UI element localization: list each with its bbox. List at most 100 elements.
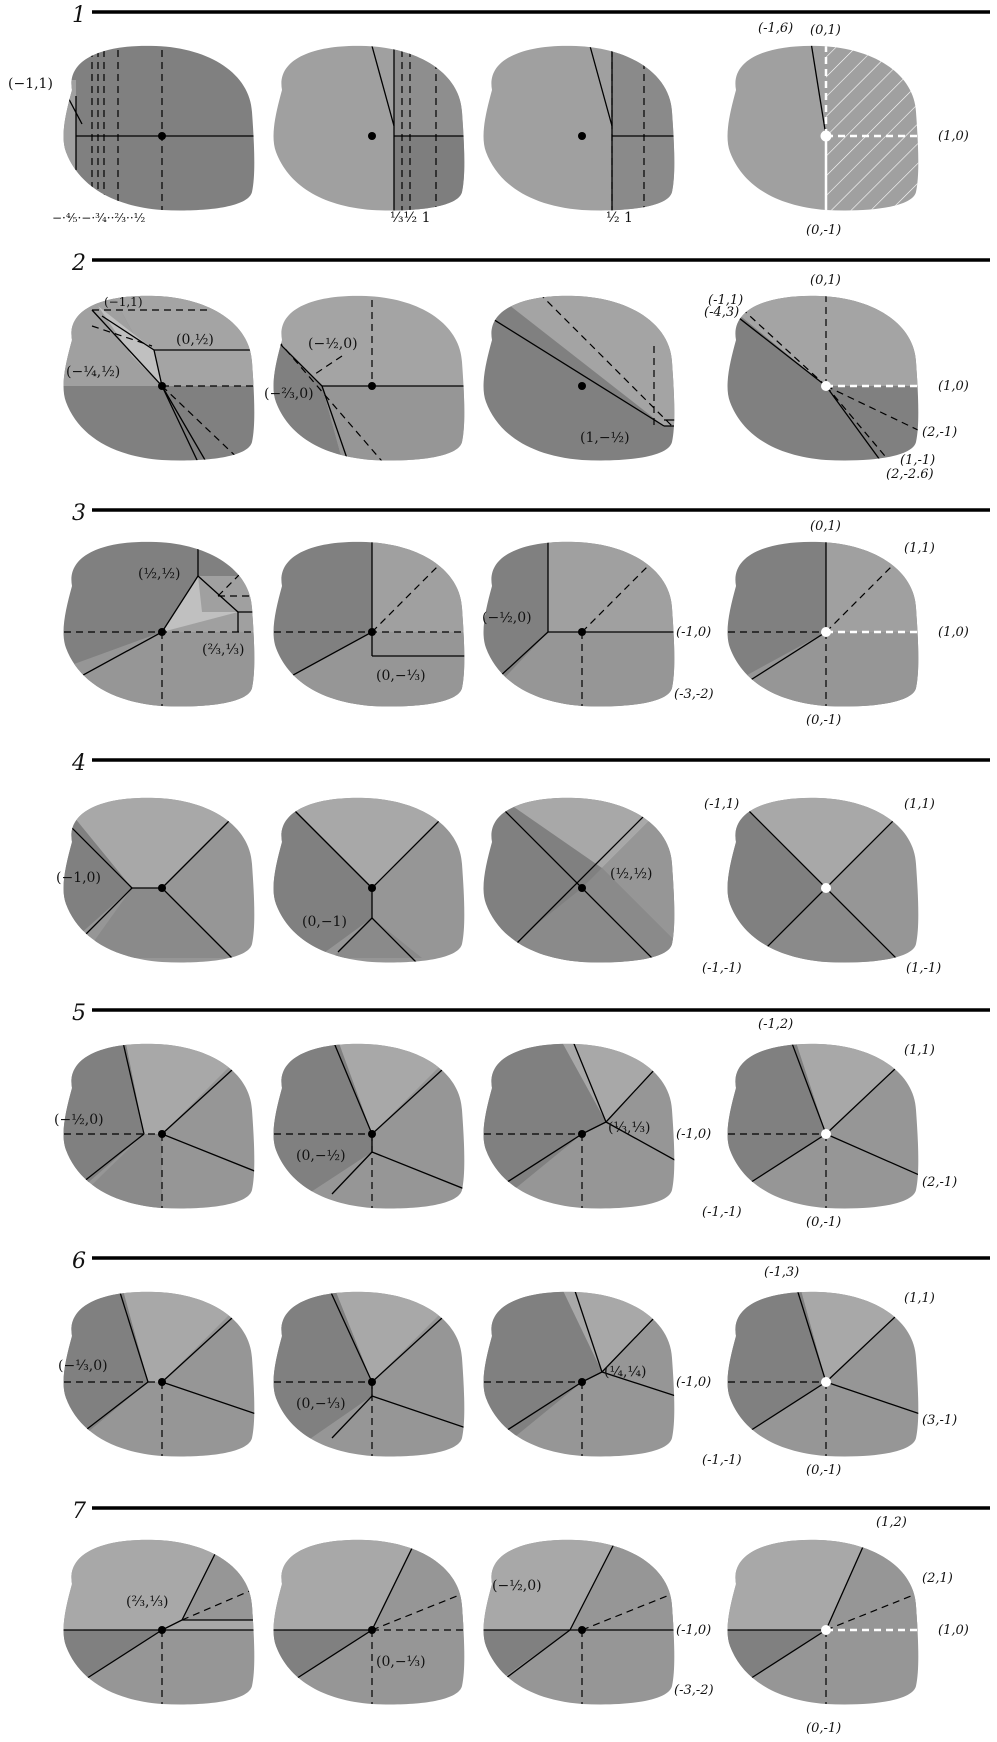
- panel-3-2: (0,−⅓): [273, 541, 465, 707]
- ray-label: (-1,3): [764, 1265, 799, 1280]
- ray-label: (1,0): [938, 379, 969, 394]
- row-4: 4 (−1,0): [56, 751, 990, 976]
- ray-label: (-1,0): [676, 1623, 711, 1638]
- tick-labels: ¹⁄₂ 1: [606, 210, 633, 226]
- row-number: 6: [72, 1249, 86, 1274]
- ray-label: (-1,2): [758, 1017, 793, 1032]
- ray-label: (-1,-1): [702, 1205, 742, 1220]
- ray-label: (1,1): [904, 1291, 935, 1306]
- ray-label: (1,0): [938, 129, 969, 144]
- vertex-label: (⅓,⅓): [608, 1120, 651, 1136]
- vertex-label: (1,−½): [580, 430, 630, 446]
- panel-7-2: (0,−⅓): [273, 1539, 465, 1705]
- panel-7-3: (−½,0): [483, 1539, 675, 1705]
- vertex-label: (¼,¼): [604, 1364, 647, 1380]
- row-number: 7: [72, 1499, 86, 1524]
- vertex-label: (−½,0): [308, 336, 358, 352]
- row-2: 2 (−1,1) (0,½) (−¼,½): [63, 251, 990, 482]
- ray-label: (-1,-1): [702, 961, 742, 976]
- panel-5-4: (-1,2) (1,1) (-1,0) (2,-1) (-1,-1) (0,-1…: [676, 1017, 957, 1230]
- panel-3-3: (−½,0): [482, 541, 675, 707]
- panel-6-1: (−⅓,0): [58, 1291, 255, 1457]
- panel-4-3: (½,½): [483, 797, 675, 963]
- vertex-dot: [158, 132, 166, 140]
- ray-label: (0,1): [810, 273, 841, 288]
- panel-3-4: (0,1) (1,1) (-1,0) (1,0) (-3,-2) (0,-1): [674, 519, 969, 728]
- ray-label: (-3,-2): [674, 687, 714, 702]
- row-3: 3 (½,½) (⅔,⅓): [63, 501, 990, 728]
- vertex-label: (−1,1): [104, 295, 143, 309]
- ray-label: (-1,0): [676, 1127, 711, 1142]
- panel-2-2: (−½,0) (−⅔,0): [264, 295, 465, 461]
- ray-label: (2,-1): [922, 425, 957, 440]
- row-number: 1: [72, 3, 86, 28]
- panel-2-4: (0,1) (-1,1) (-4,3) (1,0) (2,-1) (1,-1) …: [704, 273, 969, 482]
- vertex-label: (−1,1): [8, 76, 53, 92]
- vertex-label: (½,½): [610, 866, 653, 882]
- vertex-label: (⅔,⅓): [126, 1594, 169, 1610]
- panel-7-1: (⅔,⅓): [63, 1539, 255, 1705]
- ray-label: (0,-1): [806, 713, 841, 728]
- tick-labels: ¹⁄₃¹⁄₂ 1: [390, 210, 430, 226]
- panel-5-2: (0,−½): [273, 1043, 465, 1209]
- vertex-label: (0,−½): [296, 1148, 346, 1164]
- ray-label: (-3,-2): [674, 1683, 714, 1698]
- vertex-label: (−½,0): [492, 1578, 542, 1594]
- vertex-label: (0,½): [176, 332, 214, 348]
- ray-label: (1,1): [904, 797, 935, 812]
- ray-label: (1,1): [904, 1043, 935, 1058]
- ray-label: (2,1): [922, 1571, 953, 1586]
- ray-label: (1,-1): [900, 453, 935, 468]
- ray-label: (2,-2.6): [886, 467, 934, 482]
- panel-1-2: ¹⁄₃¹⁄₂ 1: [273, 45, 465, 226]
- row-1: 1 (−1,1) −·⁴⁄₅·−·³⁄₄··²⁄₃··¹⁄₂: [8, 3, 990, 238]
- panel-1-4: (-1,6) (0,1) (1,0) (0,-1): [727, 21, 969, 238]
- panel-1-3: ¹⁄₂ 1: [483, 45, 675, 226]
- ray-label: (-1,1): [704, 797, 739, 812]
- vertex-label: (0,−1): [302, 914, 347, 930]
- cell-region: [63, 80, 76, 211]
- ray-label: (-1,1): [708, 293, 743, 308]
- ray-label: (0,-1): [806, 1215, 841, 1230]
- ray-label: (1,0): [938, 1623, 969, 1638]
- vertex-label: (−1,0): [56, 870, 101, 886]
- ray-label: (0,1): [810, 23, 841, 38]
- panel-4-1: (−1,0): [56, 797, 255, 963]
- row-6: 6 (−⅓,0): [58, 1249, 990, 1478]
- panel-5-3: (⅓,⅓): [483, 1043, 675, 1209]
- row-number: 4: [71, 751, 86, 776]
- panel-5-1: (−½,0): [54, 1043, 255, 1209]
- ray-label: (1,0): [938, 625, 969, 640]
- ray-label: (2,-1): [922, 1175, 957, 1190]
- vertex-label: (0,−⅓): [296, 1396, 346, 1412]
- vertex-label: (−½,0): [54, 1112, 104, 1128]
- vertex-label: (½,½): [138, 566, 181, 582]
- ray-label: (0,-1): [806, 1463, 841, 1478]
- vertex-label: (−⅔,0): [264, 386, 314, 402]
- tick-labels: −·⁴⁄₅·−·³⁄₄··²⁄₃··¹⁄₂: [52, 211, 146, 225]
- vertex-label: (−½,0): [482, 610, 532, 626]
- panel-6-2: (0,−⅓): [273, 1291, 465, 1457]
- vertex-label: (⅔,⅓): [202, 642, 245, 658]
- ray-label: (-1,6): [758, 21, 793, 36]
- ray-label: (1,1): [904, 541, 935, 556]
- ray-label: (-1,-1): [702, 1453, 742, 1468]
- vertex-label: (−⅓,0): [58, 1358, 108, 1374]
- row-5: 5 (−½,0): [54, 1001, 990, 1230]
- panel-4-2: (0,−1): [273, 797, 465, 963]
- vertex-label: (0,−⅓): [376, 668, 426, 684]
- row-number: 3: [72, 501, 86, 526]
- ray-label: (1,2): [876, 1515, 907, 1530]
- panel-2-1: (−1,1) (0,½) (−¼,½): [63, 295, 255, 461]
- row-number: 2: [71, 251, 86, 276]
- ray-label: (-4,3): [704, 305, 739, 320]
- panel-6-4: (-1,3) (1,1) (-1,0) (3,-1) (-1,-1) (0,-1…: [676, 1265, 957, 1478]
- ray-label: (0,1): [810, 519, 841, 534]
- panel-6-3: (¼,¼): [483, 1291, 675, 1457]
- panel-7-4: (1,2) (2,1) (-1,0) (1,0) (-3,-2) (0,-1): [674, 1515, 969, 1736]
- ray-label: (0,-1): [806, 223, 841, 238]
- ray-label: (-1,0): [676, 1375, 711, 1390]
- row-number: 5: [72, 1001, 86, 1026]
- row-7: 7 (⅔,⅓): [63, 1499, 990, 1736]
